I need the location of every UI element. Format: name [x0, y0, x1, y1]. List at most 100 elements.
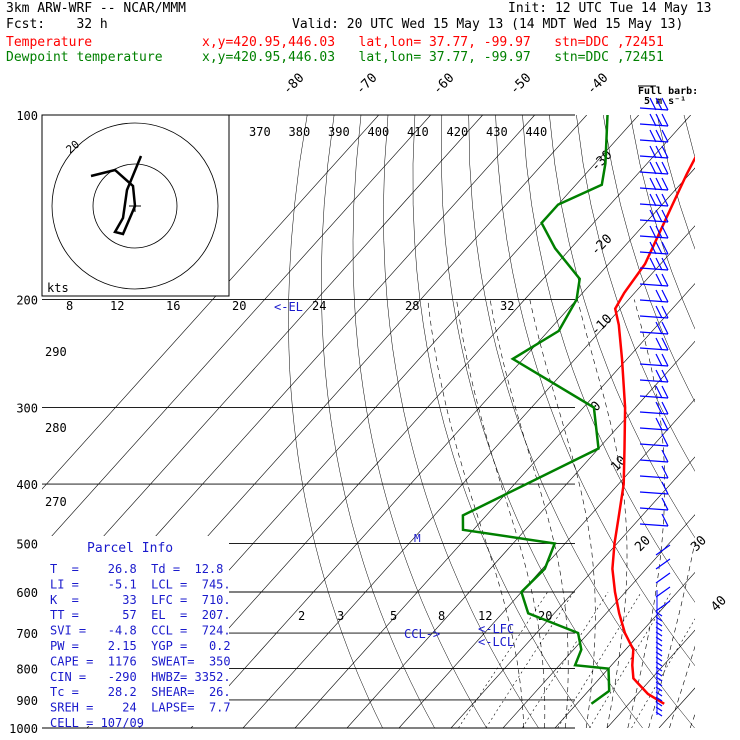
- isotherm-label: 20: [632, 533, 654, 555]
- wind-barb-flag-icon: [655, 161, 663, 175]
- wind-barb-flag-icon: [655, 241, 663, 255]
- wind-barb-flag-icon: [649, 177, 657, 191]
- wind-barb-flag-icon: [661, 209, 669, 223]
- isotherm-label: -40: [584, 71, 611, 98]
- mixing-ratio-label: 20: [232, 299, 246, 313]
- pressure-label: 500: [16, 537, 38, 551]
- theta-label: 380: [289, 125, 311, 139]
- wind-barb-flag-icon: [661, 289, 669, 303]
- wind-barb-flag-icon: [649, 193, 657, 207]
- dry-adiabat: [321, 115, 435, 728]
- wind-barb-flag-icon: [661, 193, 669, 207]
- wind-barb-flag-icon: [649, 161, 657, 175]
- wind-barb-icon: [639, 363, 669, 367]
- temperature-legend: Temperature: [6, 35, 93, 50]
- isotherm-label: -10: [588, 312, 615, 339]
- wind-barb-icon: [639, 299, 669, 303]
- moist-adiabat: [427, 299, 525, 728]
- wind-barb-flag-icon: [649, 241, 657, 255]
- parcel-info-box: Parcel Info T = 26.8 Td = 12.8LI = -5.1 L…: [42, 536, 231, 730]
- wind-barb-flag-icon: [661, 129, 669, 143]
- parcel-info-row: CIN = -290 HWBZ= 3352.: [50, 670, 231, 684]
- dewpoint-profile: [461, 115, 611, 705]
- wind-barb-flag-icon: [661, 385, 669, 399]
- mixing-ratio-label: 12: [110, 299, 124, 313]
- wind-barb-icon: [639, 331, 669, 335]
- wind-barb-flag-icon: [655, 209, 663, 223]
- wind-barb-flag-icon: [649, 225, 657, 239]
- isotherm-line: [190, 167, 695, 728]
- wind-barb-icon: [639, 267, 669, 271]
- wind-barb-flag-icon: [661, 449, 669, 463]
- wind-barb-flag-icon: [655, 113, 663, 127]
- parcel-info-row: SREH = 24 LAPSE= 7.7: [50, 701, 231, 715]
- pressure-label: 800: [16, 663, 38, 677]
- wind-barb-icon: [655, 600, 671, 612]
- wind-barb-icon: [639, 411, 669, 415]
- theta-label: 440: [526, 125, 548, 139]
- wind-barb-flag-icon: [661, 353, 669, 367]
- isotherm-label: 40: [708, 593, 730, 615]
- parcel-info-row: CELL = 107/09: [50, 716, 144, 730]
- wind-barb-flag-icon: [649, 209, 657, 223]
- wind-barb-flag-icon: [655, 369, 663, 383]
- mixing-ratio-label: 3: [337, 609, 344, 623]
- wind-barb-icon: [639, 315, 669, 319]
- isotherm-label: -70: [353, 71, 380, 98]
- dry-adiabat: [576, 115, 695, 472]
- wind-barb-icon: [655, 558, 671, 570]
- wind-barb-flag-icon: [661, 497, 669, 511]
- wind-barb-flag-icon: [661, 177, 669, 191]
- isotherm-label: -50: [507, 71, 534, 98]
- isotherm-line: [42, 115, 431, 548]
- wind-barb-flag-icon: [661, 433, 669, 447]
- hodograph-ring: [92, 163, 178, 249]
- wind-barb-icon: [639, 523, 669, 527]
- lfc-marker: <-LFC: [478, 622, 514, 636]
- wind-barb-flag-icon: [661, 257, 669, 271]
- wind-barb-flag-icon: [655, 417, 663, 431]
- hodograph-trace: [90, 155, 143, 236]
- wind-barb-flag-icon: [655, 97, 663, 111]
- wind-barb-icon: [639, 107, 669, 111]
- wind-barb-icon: [655, 586, 671, 598]
- dry-adiabat: [383, 115, 539, 728]
- m-marker: M: [414, 532, 421, 545]
- theta-label: 410: [407, 125, 429, 139]
- pressure-label: 400: [16, 478, 38, 492]
- dewpoint-location: x,y=420.95,446.03 lat,lon= 37.77, -99.97…: [202, 50, 664, 65]
- wind-barb-icon: [639, 155, 669, 159]
- dry-adiabat: [522, 115, 695, 603]
- wind-legend-title: Full barb:: [638, 86, 698, 97]
- mixing-ratio-line: [485, 591, 574, 728]
- hodograph-ring: [51, 122, 219, 290]
- mixing-ratio-line: [589, 591, 672, 728]
- wind-barb-flag-icon: [655, 145, 663, 159]
- parcel-info-row: CAPE = 1176 SWEAT= 350: [50, 654, 231, 668]
- isotherm-label: 10: [608, 453, 630, 475]
- dry-adiabat: [352, 115, 487, 728]
- wind-barb-icon: [639, 379, 669, 383]
- pressure-label: 600: [16, 586, 38, 600]
- moist-adiabat: [627, 299, 666, 728]
- wind-barb-flag-icon: [649, 145, 657, 159]
- wind-barb-flag-icon: [655, 273, 663, 287]
- isotherm-line: [398, 398, 695, 728]
- wind-barb-icon: [639, 219, 669, 223]
- wind-barb-icon: [639, 235, 669, 239]
- wind-barb-icon: [655, 572, 671, 584]
- wind-barb-flag-icon: [655, 193, 663, 207]
- isotherm-line: [346, 340, 695, 728]
- wind-barb-icon: [639, 443, 669, 447]
- parcel-info-row: K = 33 LFC = 710.: [50, 593, 231, 607]
- wind-barb-flag-icon: [661, 225, 669, 239]
- dry-adiabat: [412, 115, 591, 728]
- isotherm-label: -30: [588, 148, 615, 175]
- wind-barb-flag-icon: [661, 401, 669, 415]
- wind-barb-flag-icon: [655, 385, 663, 399]
- wind-barb-flag-icon: [649, 97, 657, 111]
- mixing-ratio-label: 8: [66, 299, 73, 313]
- pressure-label: 100: [16, 109, 38, 123]
- pressure-label: 900: [16, 694, 38, 708]
- dry-adiabat: [656, 115, 695, 250]
